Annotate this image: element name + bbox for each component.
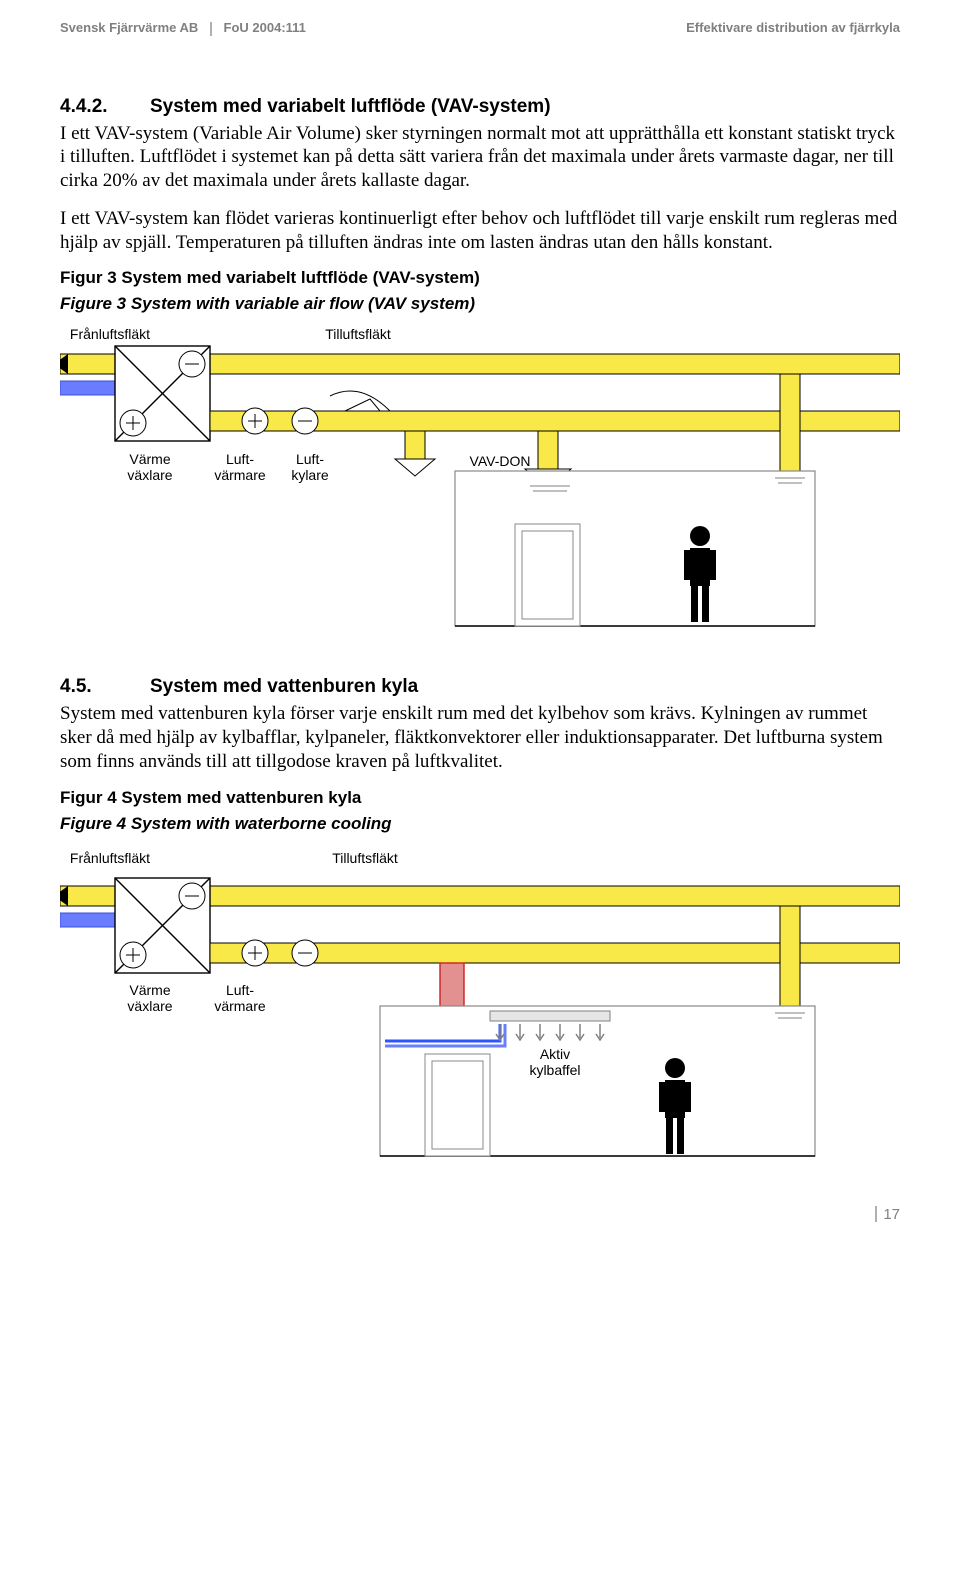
- page-number: 17: [883, 1206, 900, 1223]
- section-45-heading: 4.5.System med vattenburen kyla: [60, 676, 900, 698]
- figure4-caption: Figur 4 System med vattenburen kyla: [60, 788, 900, 808]
- figure3-caption-en: Figure 3 System with variable air flow (…: [60, 294, 900, 314]
- header-right: Effektivare distribution av fjärrkyla: [686, 20, 900, 36]
- figure4-caption-en: Figure 4 System with waterborne cooling: [60, 814, 900, 834]
- figure3-caption: Figur 3 System med variabelt luftflöde (…: [60, 268, 900, 288]
- section-442-heading: 4.4.2.System med variabelt luftflöde (VA…: [60, 96, 900, 118]
- fig3-label-heat-exchanger: Värme växlare: [120, 451, 180, 483]
- fig3-label-air-cooler: Luft- kylare: [275, 451, 345, 483]
- header-left: Svensk Fjärrvärme AB FoU 2004:111: [60, 20, 306, 36]
- section-45-title: System med vattenburen kyla: [150, 676, 418, 697]
- fig3-label-air-heater: Luft- värmare: [205, 451, 275, 483]
- header-separator: [210, 22, 212, 36]
- fig4-label-exhaust-fan: Frånluftsfläkt: [55, 850, 165, 866]
- header-ref: FoU 2004:111: [224, 20, 306, 35]
- fig4-label-heat-exchanger: Värme växlare: [120, 982, 180, 1014]
- figure4-diagram: Frånluftsfläkt Tilluftsfläkt Värme växla…: [60, 846, 900, 1166]
- fig4-label-supply-fan: Tilluftsfläkt: [315, 850, 415, 866]
- header-org: Svensk Fjärrvärme AB: [60, 20, 198, 35]
- fig3-label-vav-don: VAV-DON: [455, 453, 545, 469]
- section-45-p1: System med vattenburen kyla förser varje…: [60, 702, 900, 773]
- section-442-p1: I ett VAV-system (Variable Air Volume) s…: [60, 122, 900, 193]
- fig3-label-supply-fan: Tilluftsfläkt: [308, 326, 408, 342]
- fig4-label-active-baffle: Aktiv kylbaffel: [515, 1046, 595, 1078]
- footer-bar: [875, 1206, 877, 1222]
- page-footer: 17: [60, 1206, 900, 1223]
- section-442-title: System med variabelt luftflöde (VAV-syst…: [150, 96, 551, 117]
- figure3-diagram: Frånluftsfläkt Tilluftsfläkt Värme växla…: [60, 326, 900, 636]
- section-442-num: 4.4.2.: [60, 96, 150, 118]
- fig4-label-air-heater: Luft- värmare: [205, 982, 275, 1014]
- section-442-p2: I ett VAV-system kan flödet varieras kon…: [60, 207, 900, 255]
- section-45-num: 4.5.: [60, 676, 150, 698]
- page-header: Svensk Fjärrvärme AB FoU 2004:111 Effekt…: [60, 20, 900, 36]
- fig3-label-exhaust-fan: Frånluftsfläkt: [55, 326, 165, 342]
